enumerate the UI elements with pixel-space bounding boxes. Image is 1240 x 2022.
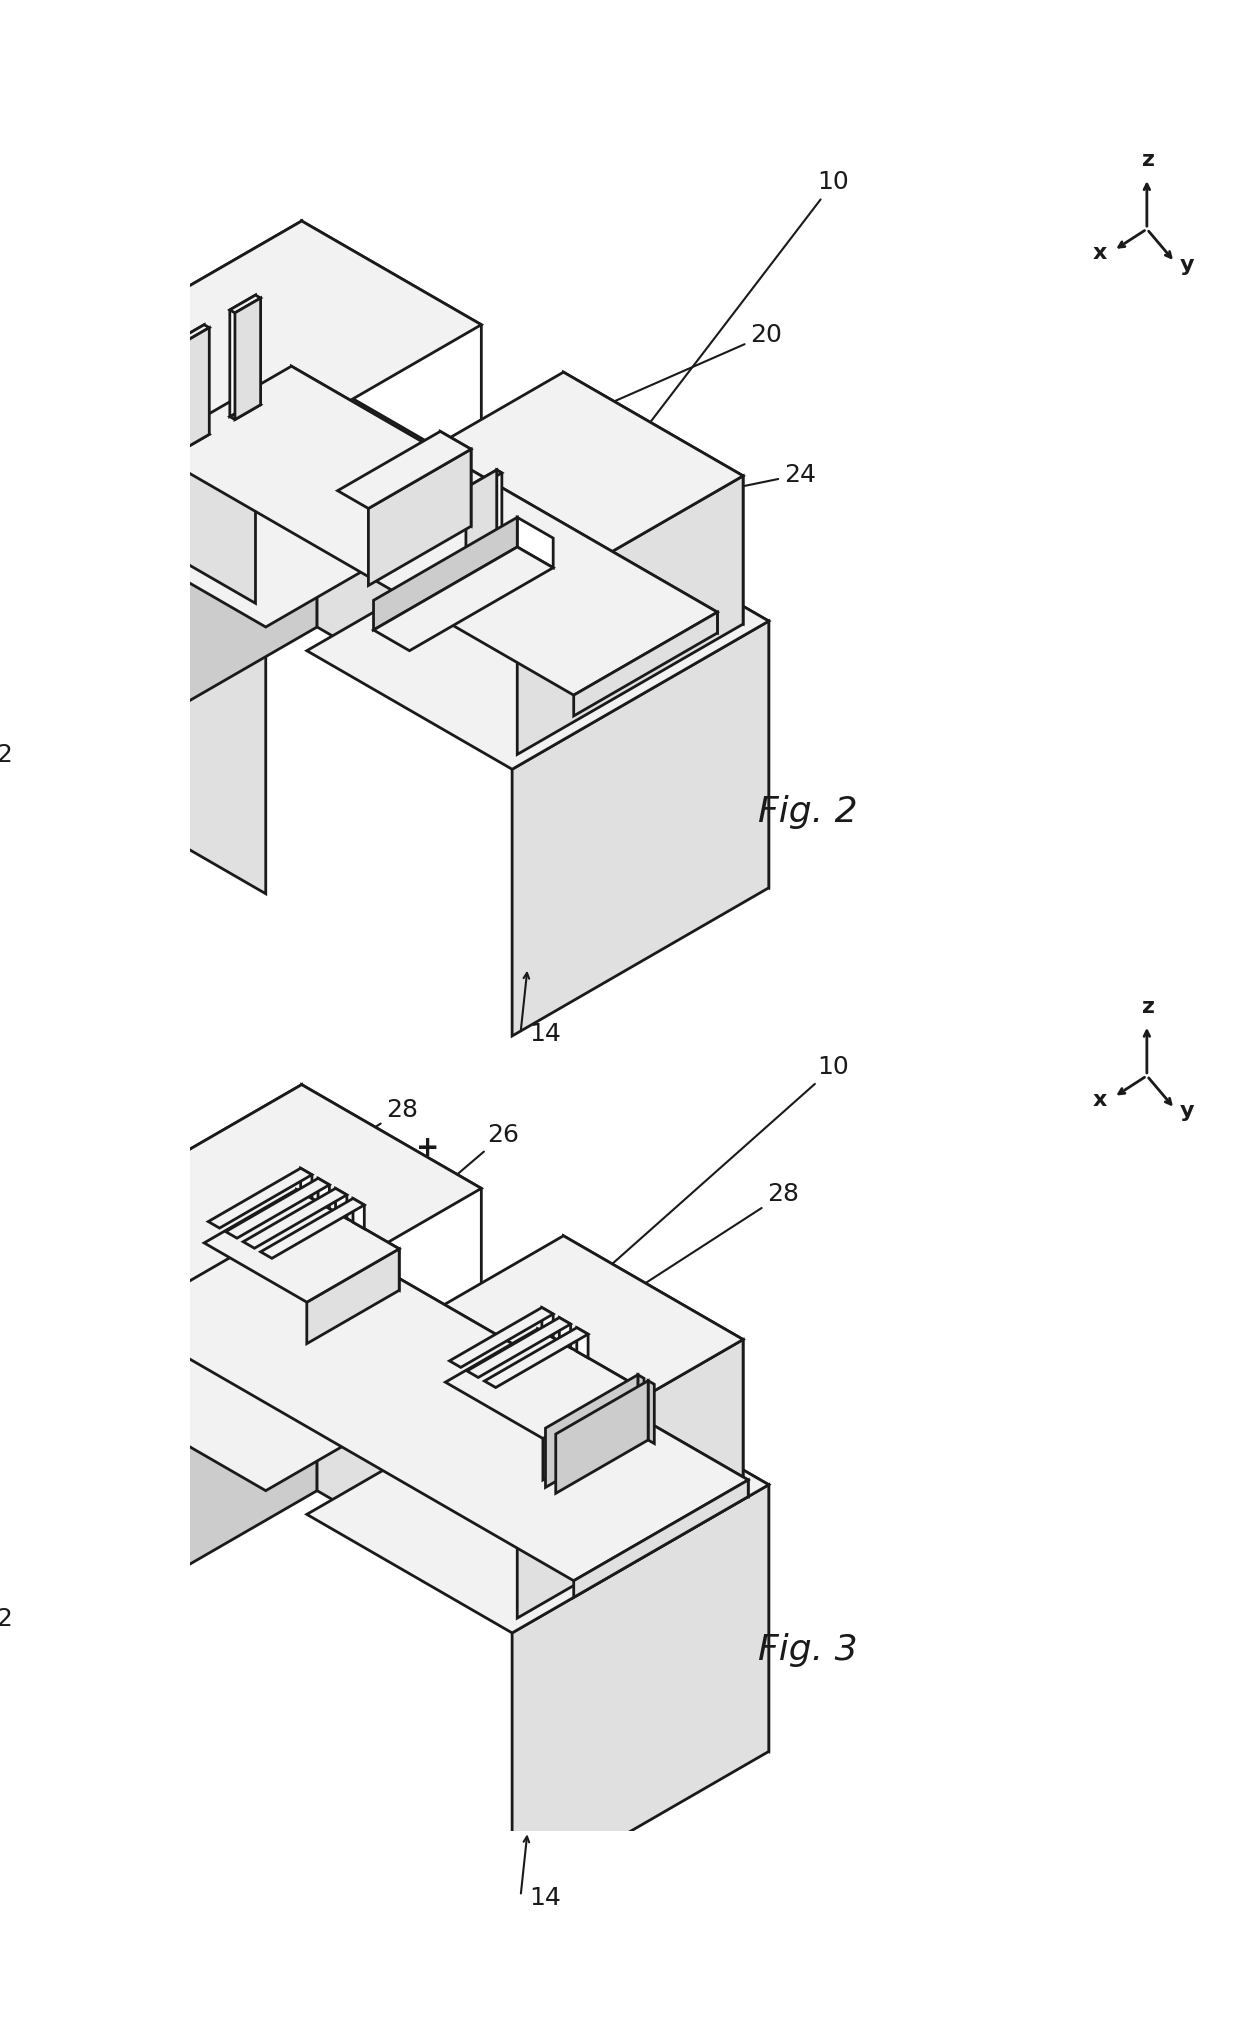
Text: 12: 12 bbox=[0, 744, 12, 768]
Text: 24: 24 bbox=[474, 463, 816, 544]
Polygon shape bbox=[234, 297, 260, 419]
Polygon shape bbox=[296, 1219, 748, 1496]
Polygon shape bbox=[637, 1375, 644, 1438]
Text: Fig. 3: Fig. 3 bbox=[759, 1634, 858, 1666]
Text: x: x bbox=[1094, 243, 1107, 263]
Polygon shape bbox=[337, 372, 743, 607]
Polygon shape bbox=[76, 1084, 301, 1363]
Polygon shape bbox=[563, 372, 743, 625]
Text: y: y bbox=[1179, 1102, 1194, 1122]
Polygon shape bbox=[226, 1179, 330, 1237]
Polygon shape bbox=[440, 431, 471, 526]
Polygon shape bbox=[76, 220, 301, 499]
Text: 24: 24 bbox=[219, 366, 358, 394]
Text: +: + bbox=[316, 279, 339, 305]
Polygon shape bbox=[450, 1308, 553, 1367]
Polygon shape bbox=[373, 518, 517, 631]
Polygon shape bbox=[517, 475, 743, 754]
Polygon shape bbox=[229, 402, 260, 419]
Text: +: + bbox=[415, 1134, 439, 1163]
Polygon shape bbox=[301, 220, 481, 473]
Text: 28: 28 bbox=[460, 1183, 799, 1403]
Polygon shape bbox=[179, 431, 210, 449]
Text: 14: 14 bbox=[529, 1021, 560, 1045]
Text: x: x bbox=[1094, 1090, 1107, 1110]
Polygon shape bbox=[574, 1480, 748, 1597]
Polygon shape bbox=[306, 1250, 399, 1345]
Polygon shape bbox=[61, 508, 265, 894]
Polygon shape bbox=[337, 1235, 743, 1470]
Polygon shape bbox=[76, 220, 481, 455]
Polygon shape bbox=[229, 295, 260, 313]
Polygon shape bbox=[574, 613, 718, 716]
Polygon shape bbox=[148, 366, 718, 696]
Polygon shape bbox=[208, 1169, 312, 1227]
Polygon shape bbox=[291, 366, 718, 633]
Polygon shape bbox=[512, 1484, 769, 1899]
Polygon shape bbox=[466, 469, 497, 582]
Text: y: y bbox=[1179, 255, 1194, 275]
Polygon shape bbox=[466, 564, 502, 586]
Polygon shape bbox=[337, 431, 471, 508]
Text: 28: 28 bbox=[316, 1098, 418, 1167]
Polygon shape bbox=[543, 1385, 635, 1480]
Text: −: − bbox=[552, 550, 575, 578]
Polygon shape bbox=[497, 469, 502, 568]
Text: z: z bbox=[1142, 150, 1154, 170]
Polygon shape bbox=[373, 548, 553, 651]
Polygon shape bbox=[61, 360, 317, 774]
Polygon shape bbox=[542, 1308, 553, 1339]
Polygon shape bbox=[485, 1328, 588, 1387]
Polygon shape bbox=[260, 1199, 365, 1258]
Polygon shape bbox=[517, 1339, 743, 1618]
Text: 20: 20 bbox=[496, 324, 781, 453]
Polygon shape bbox=[445, 1328, 635, 1438]
Polygon shape bbox=[336, 1189, 347, 1219]
Polygon shape bbox=[563, 503, 769, 888]
Polygon shape bbox=[179, 326, 205, 447]
Polygon shape bbox=[306, 503, 769, 768]
Polygon shape bbox=[179, 326, 210, 342]
Text: 10: 10 bbox=[526, 1055, 849, 1341]
Polygon shape bbox=[649, 1381, 655, 1444]
Polygon shape bbox=[512, 621, 769, 1035]
Text: Fig. 2: Fig. 2 bbox=[759, 795, 858, 829]
Polygon shape bbox=[76, 352, 255, 603]
Polygon shape bbox=[467, 1318, 570, 1377]
Polygon shape bbox=[563, 1235, 743, 1488]
Text: 12: 12 bbox=[0, 1607, 12, 1632]
Text: −: − bbox=[424, 1452, 446, 1480]
Polygon shape bbox=[368, 449, 471, 586]
Polygon shape bbox=[301, 1084, 481, 1337]
Polygon shape bbox=[319, 1179, 330, 1209]
Polygon shape bbox=[577, 1328, 588, 1359]
Polygon shape bbox=[538, 1328, 635, 1428]
Polygon shape bbox=[317, 1223, 522, 1610]
Polygon shape bbox=[353, 1199, 365, 1229]
Polygon shape bbox=[563, 1367, 769, 1751]
Polygon shape bbox=[300, 1169, 312, 1199]
Polygon shape bbox=[61, 1223, 522, 1490]
Polygon shape bbox=[184, 328, 210, 449]
Polygon shape bbox=[61, 1223, 317, 1640]
Text: 14: 14 bbox=[529, 1887, 560, 1909]
Polygon shape bbox=[559, 1318, 570, 1349]
Polygon shape bbox=[243, 1189, 347, 1248]
Polygon shape bbox=[61, 360, 522, 627]
Text: z: z bbox=[1142, 997, 1154, 1017]
Text: 10: 10 bbox=[577, 170, 849, 520]
Polygon shape bbox=[205, 1189, 399, 1302]
Polygon shape bbox=[546, 1375, 637, 1488]
Polygon shape bbox=[317, 360, 522, 746]
Polygon shape bbox=[296, 1189, 399, 1290]
Polygon shape bbox=[306, 1367, 769, 1634]
Polygon shape bbox=[76, 1084, 481, 1318]
Polygon shape bbox=[122, 1219, 748, 1581]
Polygon shape bbox=[517, 518, 553, 568]
Text: 26: 26 bbox=[388, 1122, 520, 1233]
Polygon shape bbox=[466, 469, 502, 491]
Polygon shape bbox=[229, 295, 255, 417]
Polygon shape bbox=[556, 1381, 649, 1494]
